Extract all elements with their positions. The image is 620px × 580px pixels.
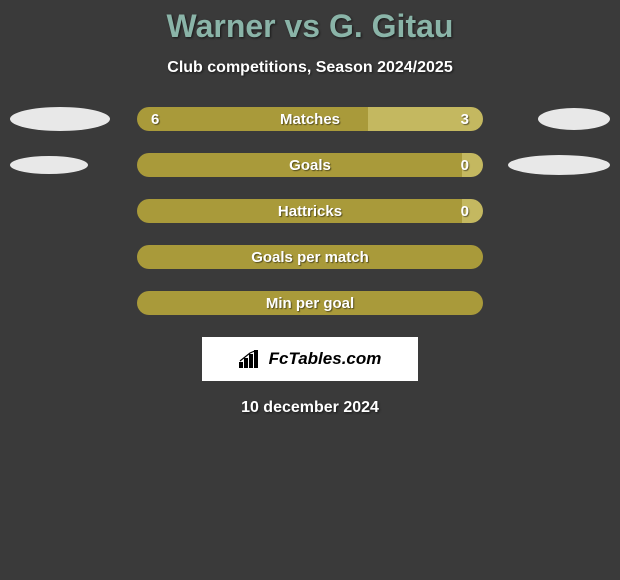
page-title: Warner vs G. Gitau [0, 0, 620, 45]
stat-row: Min per goal [0, 291, 620, 315]
stat-bar: Goals per match [137, 245, 483, 269]
stat-left-segment [137, 153, 462, 177]
stat-left-segment [137, 199, 462, 223]
stat-row: 0Goals [0, 153, 620, 177]
stat-right-segment: 3 [368, 107, 483, 131]
date-text: 10 december 2024 [0, 399, 620, 417]
right-ellipse [538, 108, 610, 130]
brand-box: FcTables.com [202, 337, 418, 381]
stat-right-segment [469, 245, 483, 269]
subtitle: Club competitions, Season 2024/2025 [0, 59, 620, 77]
brand-text: FcTables.com [269, 349, 382, 369]
stat-right-value: 0 [461, 157, 469, 174]
stat-bar: 0Goals [137, 153, 483, 177]
stat-left-segment [137, 245, 469, 269]
stat-bar: Min per goal [137, 291, 483, 315]
stats-area: 63Matches0Goals0HattricksGoals per match… [0, 107, 620, 315]
stat-bar: 63Matches [137, 107, 483, 131]
stat-row: Goals per match [0, 245, 620, 269]
bar-chart-icon [239, 350, 263, 368]
stat-left-segment [137, 291, 469, 315]
left-ellipse [10, 107, 110, 131]
stat-row: 0Hattricks [0, 199, 620, 223]
right-ellipse [508, 155, 610, 175]
stat-left-segment: 6 [137, 107, 368, 131]
stat-row: 63Matches [0, 107, 620, 131]
stat-right-segment: 0 [462, 199, 483, 223]
stat-bar: 0Hattricks [137, 199, 483, 223]
stat-right-value: 3 [461, 111, 469, 128]
stat-right-segment [469, 291, 483, 315]
stat-right-segment: 0 [462, 153, 483, 177]
stat-right-value: 0 [461, 203, 469, 220]
stat-left-value: 6 [151, 111, 159, 128]
left-ellipse [10, 156, 88, 174]
